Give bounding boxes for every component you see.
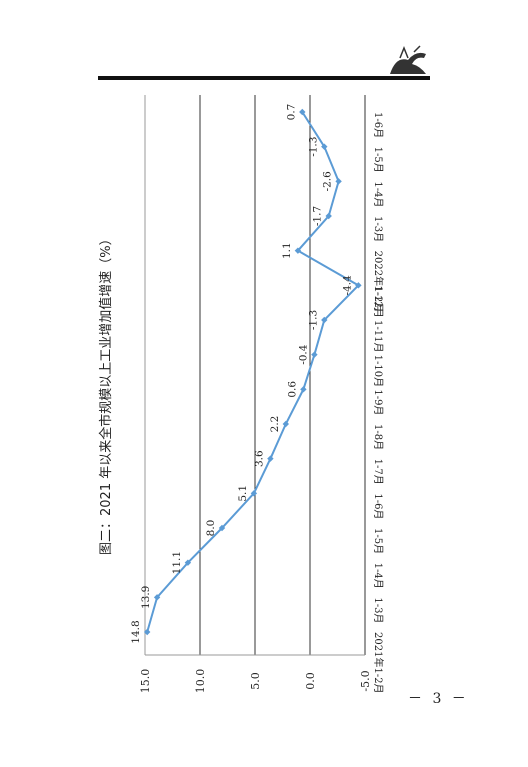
logo-icon (390, 45, 426, 74)
data-point (218, 524, 226, 532)
data-label: -0.4 (297, 344, 309, 365)
gridlines (199, 95, 366, 655)
data-point (311, 351, 318, 358)
data-point (299, 108, 306, 116)
category-label: 1-11月 (372, 320, 384, 352)
series-line (144, 108, 362, 636)
category-label: 1-7月 (372, 459, 384, 485)
y-tick-label: -5.0 (359, 670, 372, 691)
data-point (300, 386, 307, 393)
data-point (184, 559, 192, 566)
y-tick-label: 10.0 (194, 669, 207, 694)
data-label: 0.6 (286, 381, 298, 398)
category-label: 1-4月 (372, 181, 384, 207)
y-tick-label: 5.0 (249, 672, 262, 690)
data-label: -1.3 (307, 137, 319, 157)
category-label: 1-8月 (372, 424, 384, 450)
data-label: 1.1 (281, 242, 293, 259)
data-point (321, 143, 328, 150)
data-label: -1.7 (312, 206, 324, 226)
page-number: － 3 － (408, 691, 469, 707)
data-point (355, 282, 362, 289)
category-label: 1-3月 (372, 216, 384, 242)
data-label: -2.6 (322, 171, 334, 192)
data-labels: 14.8 13.9 11.1 8.0 5.1 3.6 2.2 0.6 -0.4 -1.3 -4.4 1… (130, 104, 353, 644)
category-label: 2021年1-2月 (372, 632, 385, 694)
data-label: -4.4 (341, 275, 353, 296)
data-label: -1.3 (307, 310, 319, 330)
data-point (153, 594, 161, 601)
category-label: 1-6月 (372, 493, 384, 519)
data-label: 0.7 (285, 104, 297, 121)
data-label: 3.6 (253, 450, 265, 467)
data-point (325, 212, 332, 220)
category-label: 1-4月 (372, 563, 384, 589)
category-label: 1-12月 (372, 285, 384, 317)
axes: 15.0 10.0 5.0 0.0 -5.0 2021年1-2月 1-3月 1-4月 1-5月 1… (139, 95, 385, 694)
category-label: 1-6月 (372, 112, 384, 138)
category-label: 2022年1-2月 (372, 251, 385, 313)
y-tick-label: 15.0 (139, 669, 152, 694)
data-point (321, 316, 328, 324)
category-label: 1-10月 (372, 355, 384, 387)
series-polyline (146, 111, 361, 633)
data-label: 11.1 (171, 551, 183, 574)
category-label: 1-3月 (372, 597, 384, 623)
category-label: 1-5月 (372, 528, 384, 554)
data-point (335, 178, 342, 185)
data-label: 5.1 (237, 485, 249, 502)
y-tick-label: 0.0 (304, 672, 317, 690)
data-label: 14.8 (130, 620, 142, 643)
data-point (267, 455, 274, 462)
chart-title-group: 图二：2021 年以来全市规模以上工业增加值增速（%） (98, 232, 114, 555)
data-label: 2.2 (269, 416, 281, 433)
header-rule (98, 76, 430, 80)
data-point (294, 247, 302, 254)
category-label: 1-9月 (372, 389, 384, 415)
data-label: 13.9 (140, 586, 152, 609)
chart-title: 图二：2021 年以来全市规模以上工业增加值增速（%） (98, 232, 114, 555)
data-point (144, 628, 151, 636)
data-point (282, 420, 289, 428)
data-label: 8.0 (205, 520, 217, 537)
data-point (250, 490, 258, 497)
category-label: 1-5月 (372, 147, 384, 173)
